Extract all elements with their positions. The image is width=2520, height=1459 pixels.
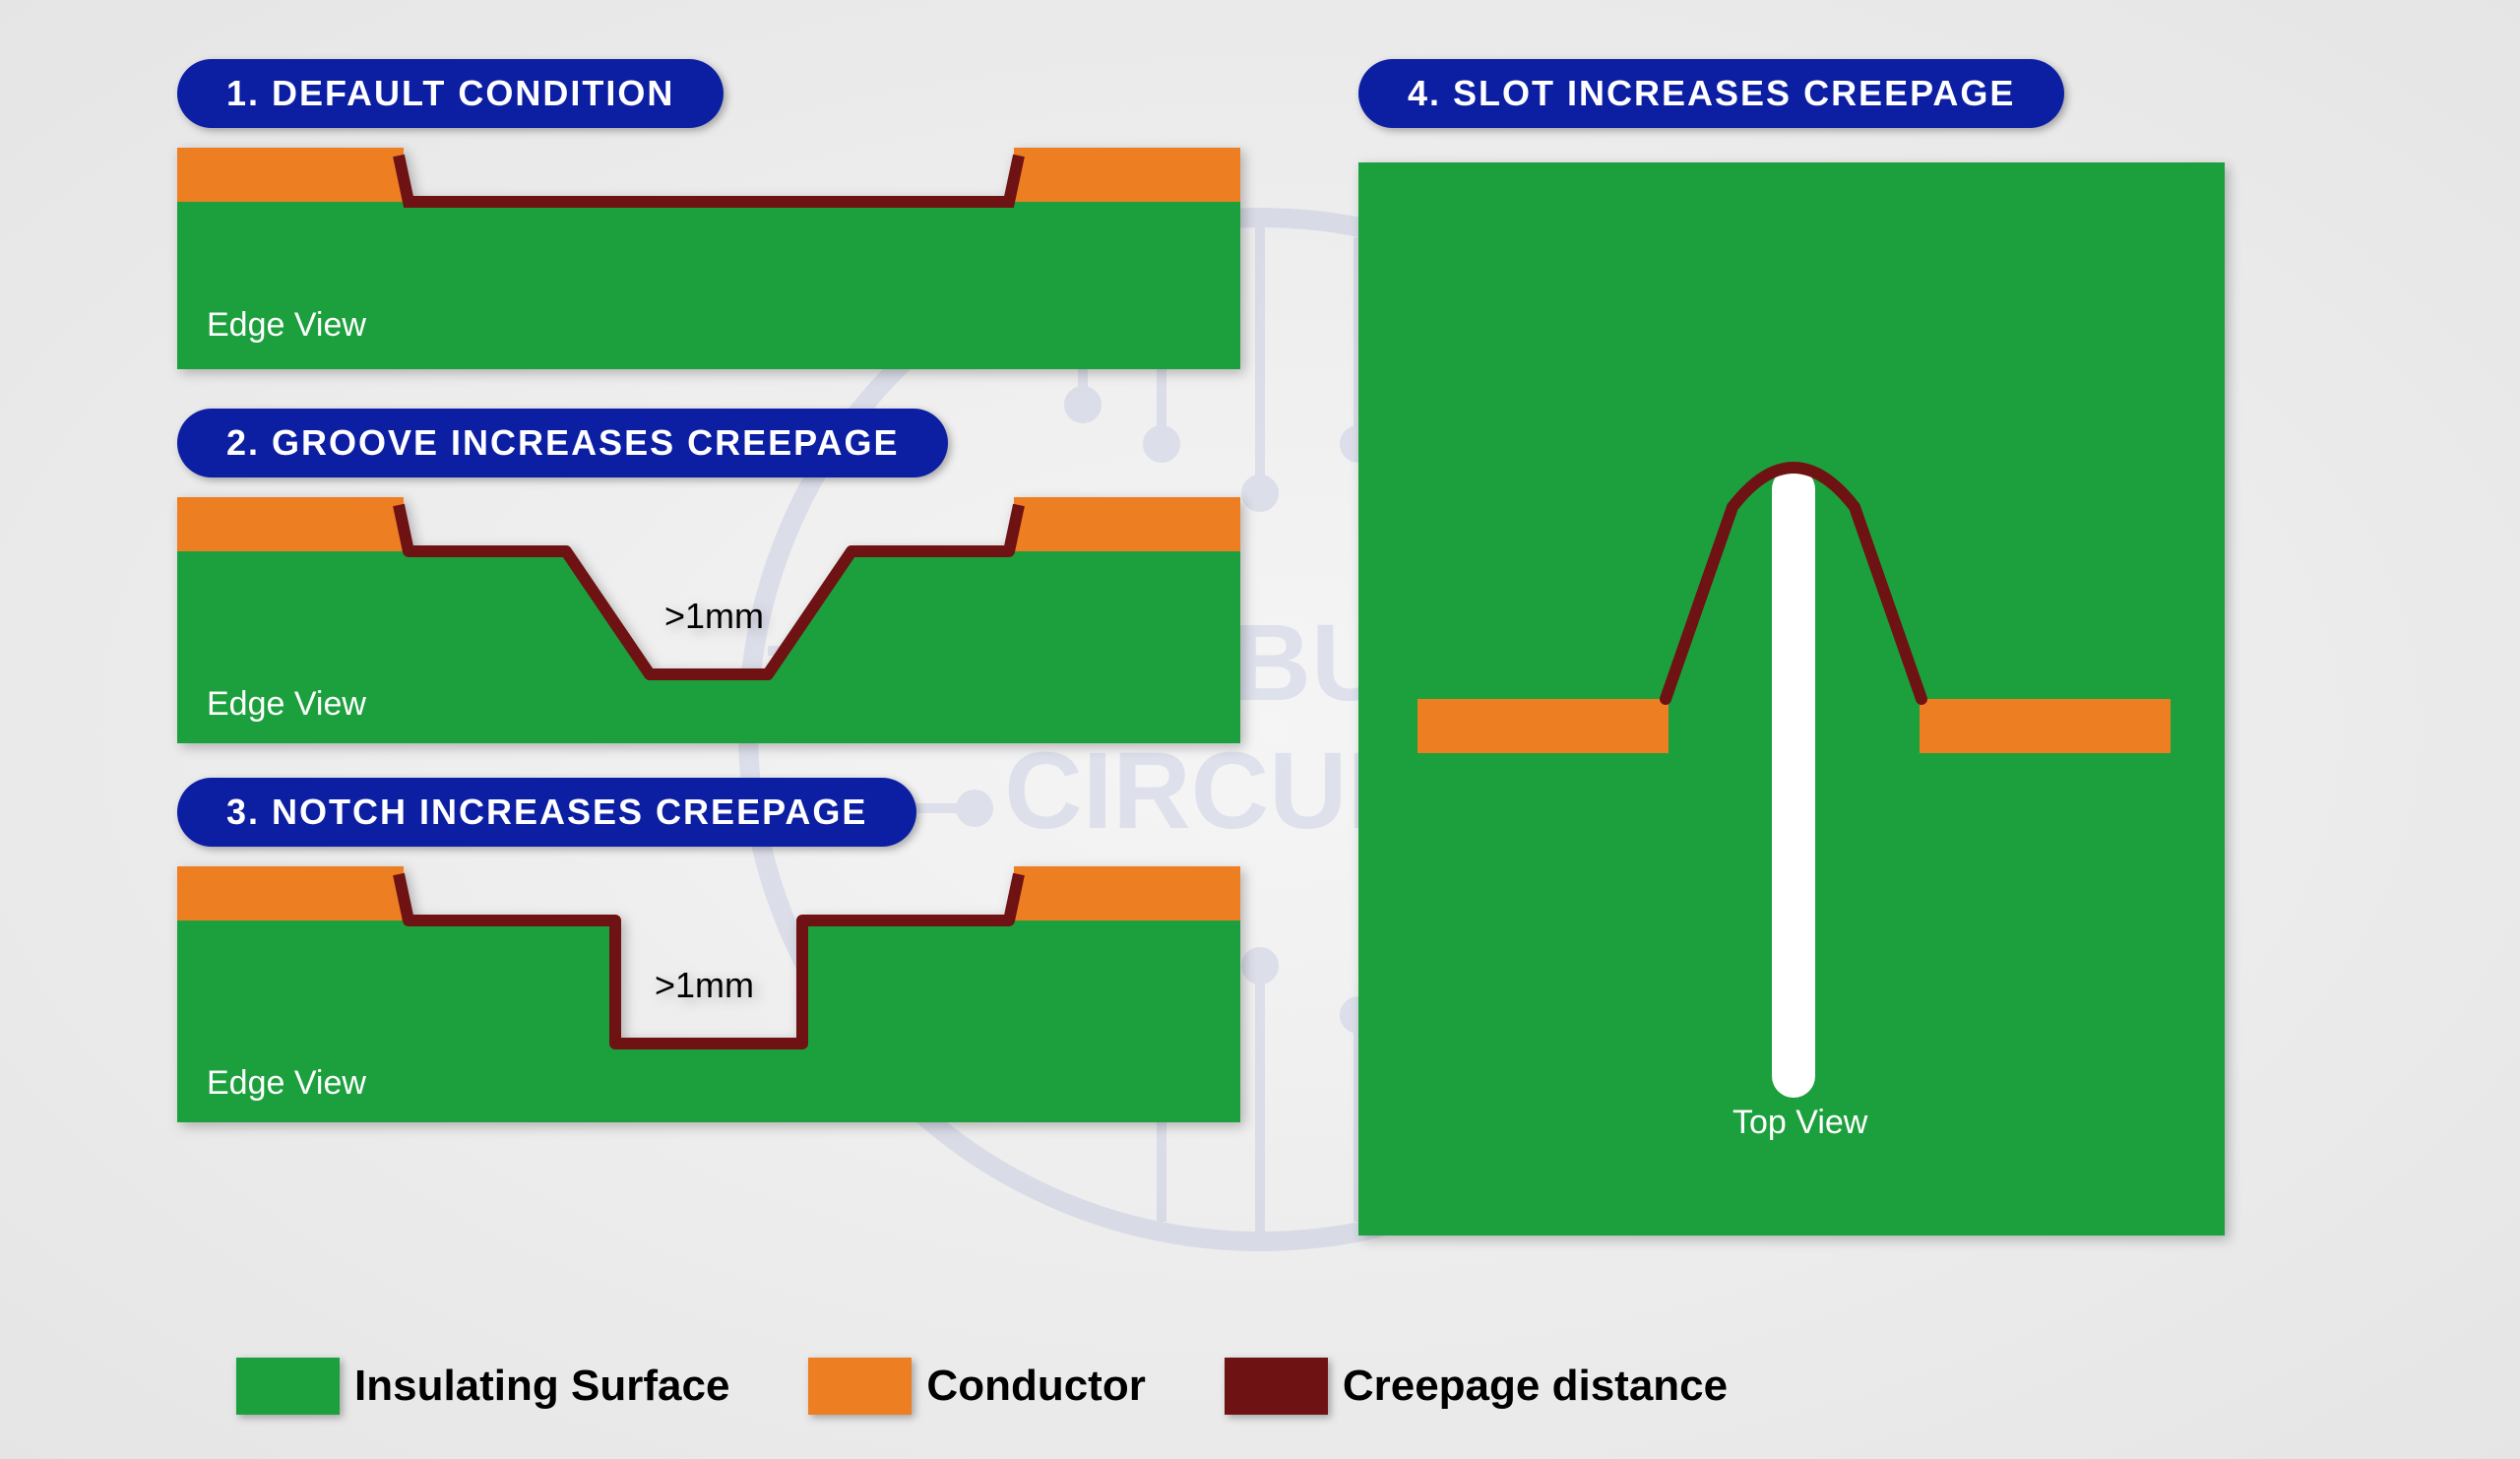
panel3-dim: >1mm: [655, 965, 754, 1006]
left-column: 1. DEFAULT CONDITION Edge View 2. GROOVE…: [177, 59, 1240, 1157]
panel1-title: 1. DEFAULT CONDITION: [177, 59, 724, 128]
legend-label-conductor: Conductor: [926, 1362, 1145, 1411]
legend-label-creepage: Creepage distance: [1343, 1362, 1728, 1411]
panel3-diagram: >1mm Edge View: [177, 866, 1240, 1127]
panel3-title: 3. NOTCH INCREASES CREEPAGE: [177, 778, 916, 847]
conductor-left: [177, 148, 404, 202]
panel2-title: 2. GROOVE INCREASES CREEPAGE: [177, 409, 948, 477]
panel3-view-label: Edge View: [207, 1064, 366, 1103]
legend-creepage: Creepage distance: [1225, 1358, 1728, 1415]
panel-groove: 2. GROOVE INCREASES CREEPAGE >1mm Edge V…: [177, 409, 1240, 748]
legend: Insulating Surface Conductor Creepage di…: [236, 1358, 1728, 1415]
conductor-left: [177, 497, 404, 551]
panel2-dim: >1mm: [664, 596, 764, 637]
conductor-right: [1014, 148, 1240, 202]
creepage-path: [399, 156, 1019, 202]
legend-conductor: Conductor: [808, 1358, 1145, 1415]
legend-insulator: Insulating Surface: [236, 1358, 729, 1415]
right-column: 4. SLOT INCREASES CREEPAGE Top View: [1358, 59, 2343, 1270]
conductor-right: [1014, 866, 1240, 920]
conductor-left: [177, 866, 404, 920]
panel-default: 1. DEFAULT CONDITION Edge View: [177, 59, 1240, 379]
panel2-diagram: >1mm Edge View: [177, 497, 1240, 748]
panel1-view-label: Edge View: [207, 306, 366, 345]
panel4-diagram: Top View: [1358, 162, 2343, 1240]
conductor-right: [1014, 497, 1240, 551]
panel-notch: 3. NOTCH INCREASES CREEPAGE >1mm Edge Vi…: [177, 778, 1240, 1127]
legend-swatch-insulator: [236, 1358, 340, 1415]
conductor-right: [1920, 699, 2171, 753]
slot-opening: [1772, 468, 1815, 1098]
legend-swatch-creepage: [1225, 1358, 1328, 1415]
legend-swatch-conductor: [808, 1358, 912, 1415]
panel2-view-label: Edge View: [207, 685, 366, 724]
main-container: 1. DEFAULT CONDITION Edge View 2. GROOVE…: [0, 0, 2520, 1459]
panel4-title: 4. SLOT INCREASES CREEPAGE: [1358, 59, 2064, 128]
conductor-left: [1418, 699, 1669, 753]
panel1-diagram: Edge View: [177, 148, 1240, 379]
legend-label-insulator: Insulating Surface: [354, 1362, 729, 1411]
panel-slot: 4. SLOT INCREASES CREEPAGE Top View: [1358, 59, 2343, 1240]
panel4-view-label: Top View: [1732, 1104, 1867, 1142]
